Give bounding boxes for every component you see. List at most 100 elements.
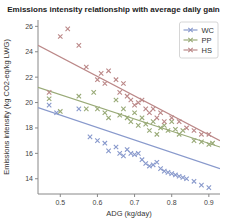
point (129, 98, 133, 102)
legend: WCPPHS (180, 22, 219, 58)
legend-swatch-marker (188, 48, 192, 52)
x-tick (171, 194, 172, 197)
y-tick-label: 18 (25, 124, 33, 131)
point (181, 175, 185, 179)
point (151, 119, 155, 123)
point (199, 140, 203, 144)
point (144, 161, 148, 165)
chart: Emissions intensity relationship with av… (0, 0, 227, 221)
point (207, 132, 211, 136)
point (151, 107, 155, 111)
y-tick (35, 102, 38, 103)
point (125, 94, 129, 98)
point (199, 132, 203, 136)
point (121, 154, 125, 158)
y-axis-label: Emissions intensity (kg CO2-eq/kg LWG) (2, 39, 11, 175)
point (147, 164, 151, 168)
y-tick-label: 22 (25, 74, 33, 81)
title-line: Emissions intensity relationship with av… (7, 5, 220, 14)
point (99, 71, 103, 75)
point (155, 116, 159, 120)
trend-line (38, 87, 220, 147)
y-tick (35, 51, 38, 52)
point (210, 141, 214, 145)
point (207, 142, 211, 146)
point (114, 145, 118, 149)
y-tick (35, 153, 38, 154)
y-tick-label: 24 (25, 48, 33, 55)
y-tick-label: 20 (25, 99, 33, 106)
point (47, 103, 51, 107)
legend-swatch-marker (188, 38, 192, 42)
point (92, 90, 96, 94)
point (177, 132, 181, 136)
x-tick-label: 0.6 (93, 199, 103, 206)
point (103, 81, 107, 85)
point (136, 123, 140, 127)
point (140, 116, 144, 120)
point (118, 90, 122, 94)
point (158, 111, 162, 115)
y-tick (35, 127, 38, 128)
point (103, 141, 107, 145)
point (155, 132, 159, 136)
point (84, 65, 88, 69)
point (132, 152, 136, 156)
point (177, 119, 181, 123)
point (192, 179, 196, 183)
point (106, 116, 110, 120)
point (77, 107, 81, 111)
point (88, 135, 92, 139)
point (77, 94, 81, 98)
point (114, 77, 118, 81)
point (118, 113, 122, 117)
point (170, 171, 174, 175)
point (106, 69, 110, 73)
trend-line (38, 45, 220, 140)
point (129, 119, 133, 123)
point (140, 98, 144, 102)
point (177, 174, 181, 178)
point (170, 116, 174, 120)
x-axis-label: ADG (kg/day) (106, 209, 152, 218)
point (129, 151, 133, 155)
point (103, 111, 107, 115)
point (58, 109, 62, 113)
point (132, 111, 136, 115)
y-tick (35, 26, 38, 27)
point (192, 128, 196, 132)
legend-label: WC (202, 26, 215, 35)
point (132, 103, 136, 107)
point (181, 128, 185, 132)
point (162, 119, 166, 123)
point (58, 34, 62, 38)
x-tick (208, 194, 209, 197)
point (207, 185, 211, 189)
point (173, 127, 177, 131)
point (173, 173, 177, 177)
x-tick (60, 194, 61, 197)
point (54, 111, 58, 115)
point (66, 27, 70, 31)
point (147, 128, 151, 132)
point (147, 111, 151, 115)
point (136, 151, 140, 155)
point (199, 183, 203, 187)
title: Emissions intensity relationship with av… (7, 5, 220, 14)
point (121, 81, 125, 85)
point (118, 151, 122, 155)
legend-swatch-marker (188, 28, 192, 32)
point (140, 158, 144, 162)
point (155, 160, 159, 164)
y-tick (35, 178, 38, 179)
legend-label: HS (202, 46, 212, 55)
point (151, 163, 155, 167)
x-tick-label: 0.7 (130, 199, 140, 206)
point (166, 128, 170, 132)
legend-box (180, 22, 219, 58)
point (136, 100, 140, 104)
point (47, 97, 51, 101)
point (95, 77, 99, 81)
x-tick-label: 0.9 (204, 199, 214, 206)
point (47, 90, 51, 94)
